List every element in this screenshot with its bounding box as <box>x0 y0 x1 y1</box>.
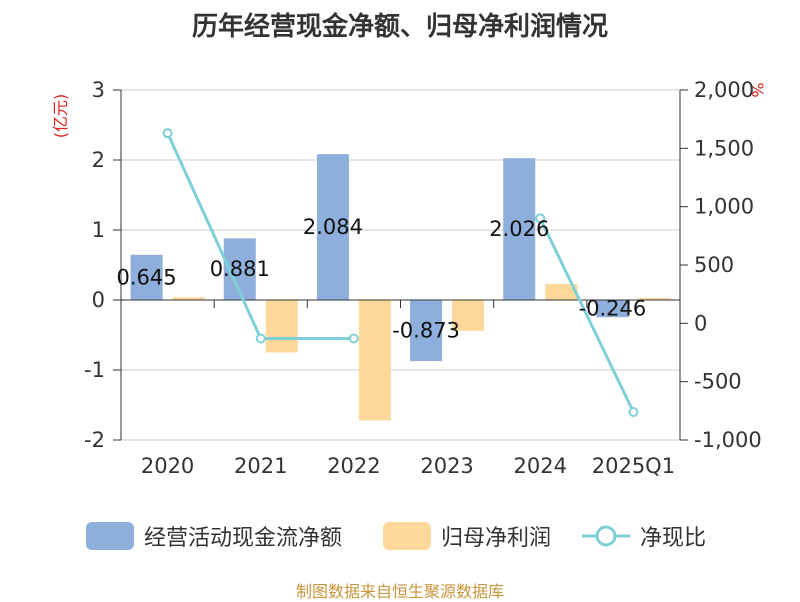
category-label: 2021 <box>234 454 287 478</box>
right-axis-tick-label: 1,000 <box>694 195 754 219</box>
legend-swatch-net-profit <box>383 522 431 550</box>
left-axis-tick-label: -2 <box>84 428 105 452</box>
cash-flow-bar <box>503 158 536 300</box>
left-axis-tick-label: -1 <box>84 358 105 382</box>
legend-item-cash-flow[interactable]: 经营活动现金流净额 <box>86 516 342 556</box>
cash-flow-bar <box>410 300 443 362</box>
net-profit-bar <box>638 297 671 300</box>
cash-flow-data-label: -0.873 <box>392 319 460 343</box>
right-axis-tick-label: 1,500 <box>694 136 754 160</box>
right-axis-tick-label: 2,000 <box>694 78 754 102</box>
cash-ratio-point <box>535 213 546 224</box>
left-axis-unit: (亿元) <box>51 94 70 139</box>
cash-ratio-line-segment <box>538 217 635 413</box>
cash-ratio-point <box>255 333 266 344</box>
category-label: 2024 <box>514 454 567 478</box>
right-axis-tick-label: -1,000 <box>694 428 762 452</box>
category-label: 2022 <box>327 454 380 478</box>
left-axis-tick-label: 2 <box>92 148 105 172</box>
chart-legend: 经营活动现金流净额 归母净利润 净现比 <box>0 516 800 556</box>
cash-flow-bar <box>130 254 163 300</box>
cash-flow-data-label: 0.645 <box>117 265 177 289</box>
cash-flow-bar <box>596 300 629 318</box>
legend-swatch-cash-flow <box>86 522 134 550</box>
net-profit-bar <box>545 283 578 300</box>
net-profit-bar <box>265 300 298 353</box>
data-source-note: 制图数据来自恒生聚源数据库 <box>295 582 504 601</box>
cash-ratio-line-segment <box>166 132 263 340</box>
cash-flow-data-label: 0.881 <box>210 257 270 281</box>
legend-item-cash-ratio[interactable]: 净现比 <box>582 516 706 556</box>
right-axis-unit: % <box>748 82 767 97</box>
right-axis-tick-label: 500 <box>694 253 734 277</box>
left-axis-tick-label: 0 <box>92 288 105 312</box>
legend-label-net-profit: 归母净利润 <box>441 526 552 551</box>
net-profit-bar <box>358 300 391 421</box>
net-profit-bar <box>172 297 205 300</box>
category-label: 2025Q1 <box>592 454 675 478</box>
chart-title: 历年经营现金净额、归母净利润情况 <box>191 12 608 42</box>
cash-flow-data-label: 2.084 <box>303 215 363 239</box>
legend-label-cash-ratio: 净现比 <box>640 526 707 551</box>
right-axis-tick-label: -500 <box>694 370 742 394</box>
right-axis-tick-label: 0 <box>694 311 707 335</box>
left-axis-tick-label: 3 <box>92 78 105 102</box>
legend-swatch-cash-ratio <box>582 525 630 547</box>
cash-flow-bar <box>316 154 349 300</box>
cash-flow-data-label: -0.246 <box>579 297 647 321</box>
legend-label-cash-flow: 经营活动现金流净额 <box>144 526 343 551</box>
category-label: 2023 <box>420 454 473 478</box>
cash-ratio-point <box>348 333 359 344</box>
cash-ratio-point <box>628 407 639 417</box>
left-axis-tick-label: 1 <box>92 218 105 242</box>
net-profit-bar <box>452 300 485 331</box>
legend-item-net-profit[interactable]: 归母净利润 <box>383 516 551 556</box>
cash-flow-data-label: 2.026 <box>489 217 549 241</box>
category-label: 2020 <box>141 454 194 478</box>
cash-ratio-point <box>162 128 173 139</box>
